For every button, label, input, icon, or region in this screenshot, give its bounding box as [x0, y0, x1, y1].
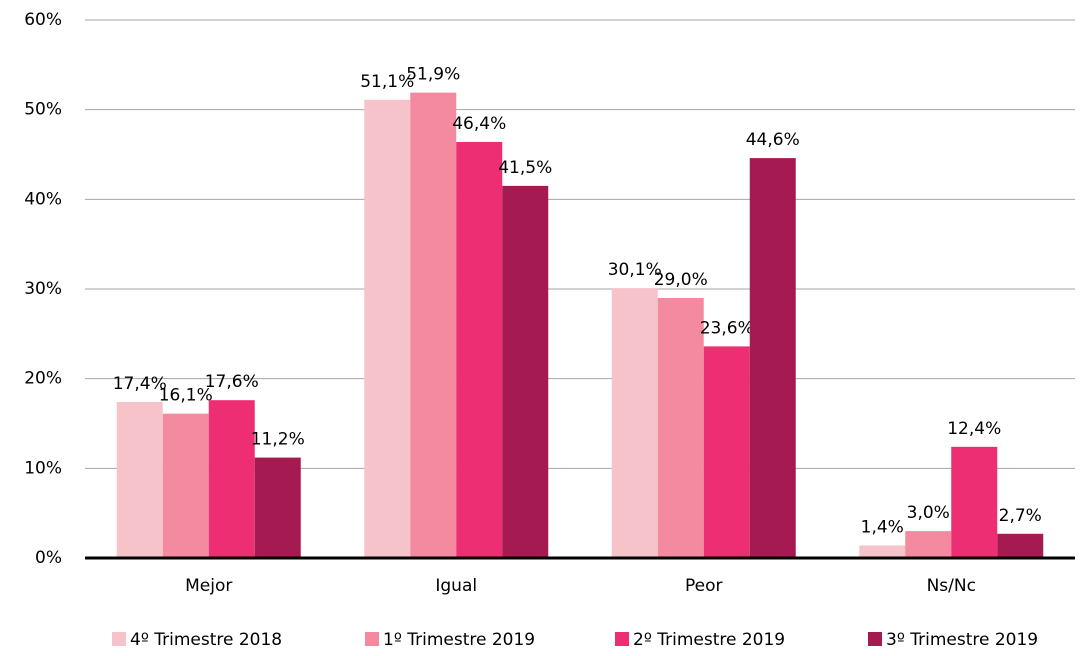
legend-swatch: [615, 632, 629, 646]
data-label: 30,1%: [608, 260, 662, 280]
data-label: 29,0%: [654, 270, 708, 290]
x-tick-label: Igual: [435, 576, 477, 596]
bar: [905, 531, 952, 558]
y-tick-label: 40%: [24, 189, 62, 209]
data-label: 23,6%: [700, 318, 754, 338]
bar: [611, 288, 658, 558]
bar: [410, 92, 457, 558]
legend-label: 1º Trimestre 2019: [383, 630, 535, 650]
x-tick-label: Mejor: [185, 576, 232, 596]
data-label: 41,5%: [498, 158, 552, 178]
data-label: 3,0%: [907, 503, 950, 523]
y-tick-label: 60%: [24, 10, 62, 30]
legend-swatch: [112, 632, 126, 646]
bar: [254, 457, 301, 558]
bar: [364, 99, 411, 558]
data-label: 2,7%: [999, 506, 1042, 526]
data-label: 1,4%: [861, 517, 904, 537]
data-label: 51,1%: [360, 72, 414, 92]
data-label: 51,9%: [406, 65, 460, 85]
bar: [116, 401, 163, 558]
bar: [657, 297, 704, 558]
y-tick-label: 10%: [24, 458, 62, 478]
x-tick-label: Ns/Nc: [927, 576, 976, 596]
y-tick-label: 20%: [24, 369, 62, 389]
data-label: 46,4%: [452, 114, 506, 134]
x-tick-label: Peor: [685, 576, 723, 596]
bar: [502, 185, 549, 558]
legend-swatch: [365, 632, 379, 646]
data-label: 16,1%: [159, 386, 213, 406]
bar: [997, 533, 1044, 558]
data-label: 17,6%: [205, 372, 259, 392]
data-label: 12,4%: [947, 419, 1001, 439]
data-label: 44,6%: [746, 130, 800, 150]
legend-label: 2º Trimestre 2019: [633, 630, 785, 650]
bar: [456, 141, 503, 559]
bar: [749, 158, 796, 558]
legend-label: 4º Trimestre 2018: [130, 630, 282, 650]
bar: [208, 400, 255, 558]
data-label: 17,4%: [113, 374, 167, 394]
data-label: 11,2%: [251, 430, 305, 450]
bar: [162, 413, 209, 558]
bar: [859, 545, 906, 558]
y-tick-label: 30%: [24, 279, 62, 299]
legend-swatch: [868, 632, 882, 646]
y-tick-label: 0%: [35, 548, 62, 568]
legend-label: 3º Trimestre 2019: [886, 630, 1038, 650]
y-tick-label: 50%: [24, 100, 62, 120]
bar: [703, 346, 750, 558]
bar: [951, 446, 998, 558]
